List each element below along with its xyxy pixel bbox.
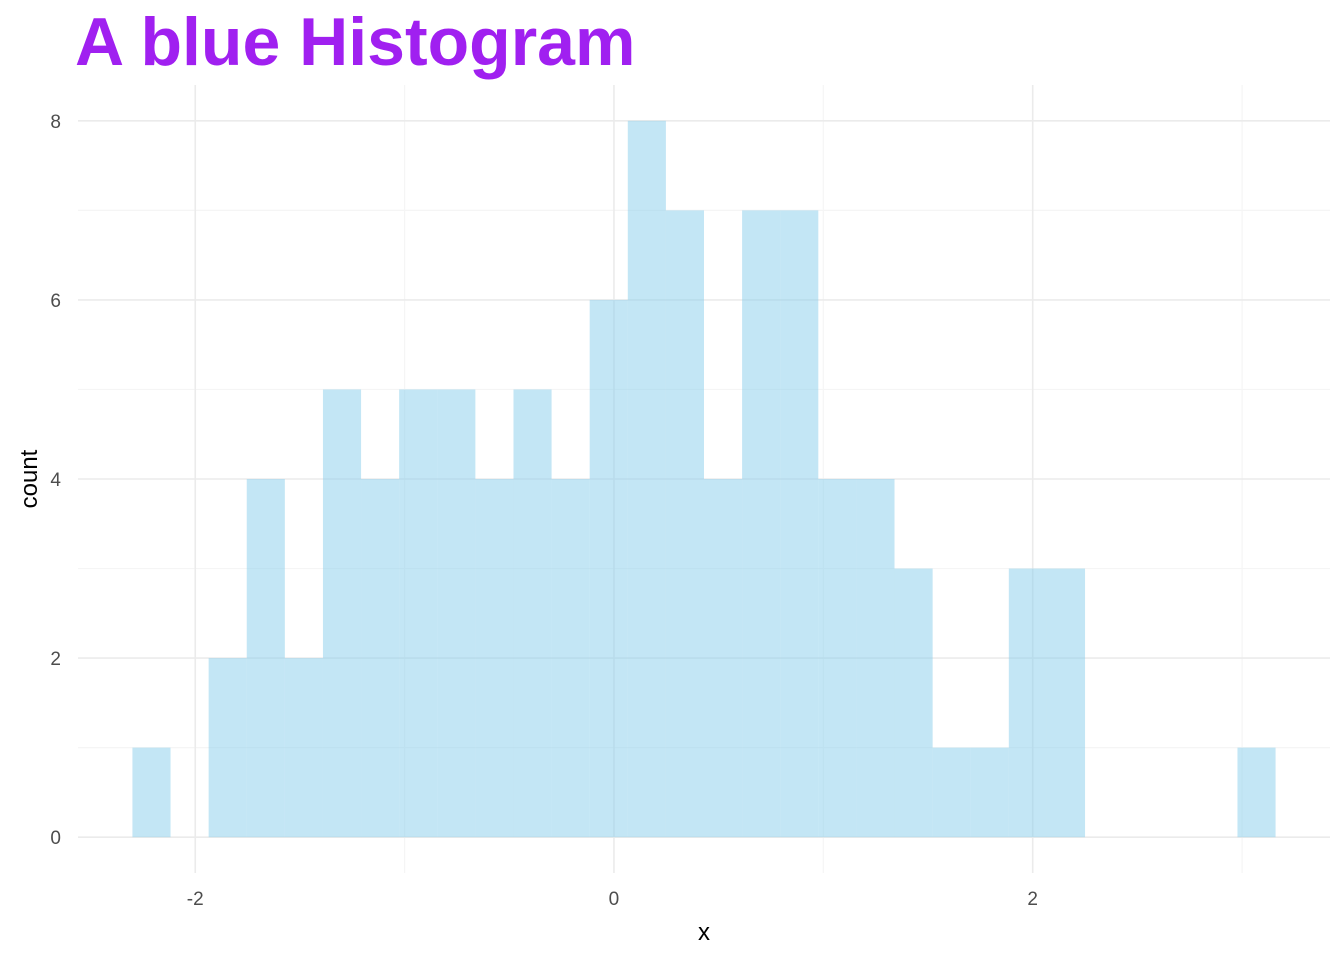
y-tick-label: 2 bbox=[50, 649, 61, 670]
x-axis-tick-labels: -2 0 2 bbox=[187, 889, 1038, 910]
histogram-bar bbox=[589, 299, 628, 838]
y-axis-tick-labels: 0 2 4 6 8 bbox=[50, 112, 61, 849]
histogram-bar bbox=[284, 658, 323, 838]
histogram-bar bbox=[513, 389, 552, 838]
y-tick-label: 0 bbox=[50, 828, 61, 849]
x-tick-label: 2 bbox=[1027, 889, 1038, 910]
histogram-bar bbox=[1046, 568, 1086, 838]
histogram-bars bbox=[132, 120, 1276, 838]
histogram-bar bbox=[1237, 747, 1276, 838]
chart-title: A blue Histogram bbox=[75, 4, 636, 80]
y-axis-title: count bbox=[16, 449, 43, 508]
y-tick-label: 8 bbox=[50, 112, 61, 133]
histogram-bar bbox=[932, 747, 971, 838]
histogram-bar bbox=[246, 479, 285, 838]
histogram-bar bbox=[704, 479, 743, 838]
histogram-bar bbox=[894, 568, 933, 838]
histogram-bar bbox=[856, 479, 895, 838]
histogram-bar bbox=[627, 120, 666, 838]
histogram-bar bbox=[1008, 568, 1047, 838]
histogram-bar bbox=[780, 210, 819, 838]
histogram-bar bbox=[208, 658, 247, 838]
histogram-bar bbox=[399, 389, 438, 838]
y-tick-label: 6 bbox=[50, 291, 61, 312]
histogram-bar bbox=[322, 389, 362, 838]
y-tick-label: 4 bbox=[50, 470, 61, 491]
histogram-bar bbox=[818, 479, 857, 838]
histogram-bar bbox=[665, 210, 704, 838]
x-axis-title: x bbox=[698, 919, 710, 946]
histogram-bar bbox=[970, 747, 1009, 838]
histogram-bar bbox=[742, 210, 781, 838]
histogram-bar bbox=[132, 747, 171, 838]
histogram-bar bbox=[361, 479, 400, 838]
x-tick-label: 0 bbox=[609, 889, 620, 910]
histogram-bar bbox=[475, 479, 514, 838]
histogram-bar bbox=[551, 479, 590, 838]
x-tick-label: -2 bbox=[187, 889, 204, 910]
histogram-bar bbox=[437, 389, 476, 838]
